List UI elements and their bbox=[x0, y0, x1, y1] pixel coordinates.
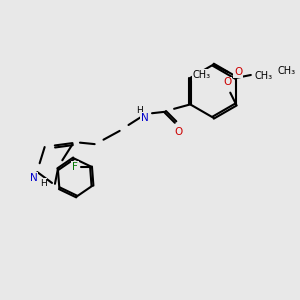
Text: CH₃: CH₃ bbox=[254, 70, 272, 81]
Text: N: N bbox=[141, 112, 148, 123]
Text: O: O bbox=[174, 127, 183, 137]
Text: CH₃: CH₃ bbox=[277, 67, 296, 76]
Text: F: F bbox=[72, 162, 78, 172]
Text: CH₃: CH₃ bbox=[193, 70, 211, 80]
Text: O: O bbox=[234, 67, 242, 77]
Text: H: H bbox=[40, 179, 46, 188]
Text: H: H bbox=[136, 106, 143, 115]
Text: O: O bbox=[223, 77, 231, 87]
Text: N: N bbox=[30, 173, 38, 183]
Text: O: O bbox=[257, 70, 265, 80]
